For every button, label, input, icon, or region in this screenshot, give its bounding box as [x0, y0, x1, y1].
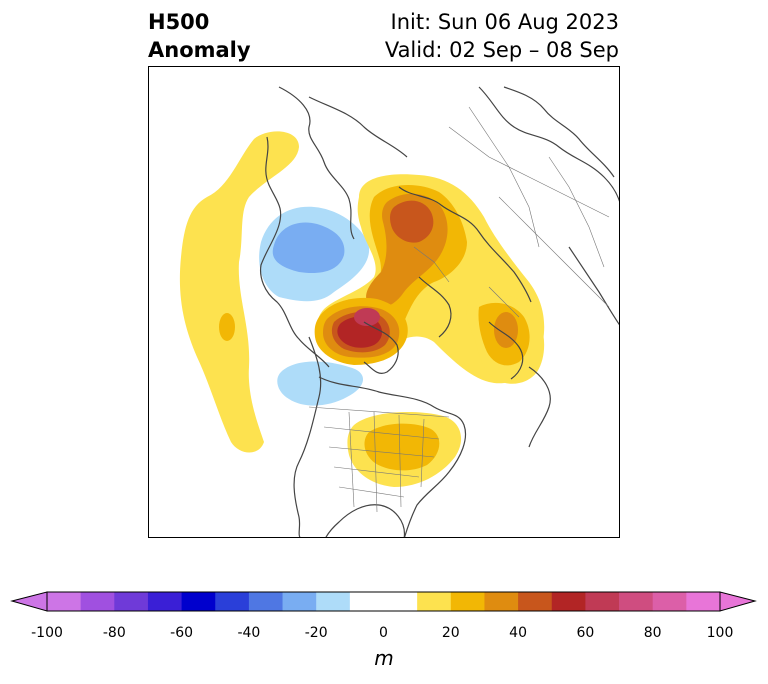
- colorbar-bin: [585, 592, 620, 611]
- colorbar-tick-label: -100: [31, 625, 63, 641]
- colorbar-bin: [450, 592, 485, 611]
- colorbar-tick-label: 60: [576, 625, 595, 641]
- colorbar-tick-label: -80: [102, 625, 126, 641]
- colorbar: [10, 591, 757, 612]
- colorbar-bin: [147, 592, 183, 611]
- colorbar-bin: [215, 592, 250, 611]
- colorbar-bin: [619, 592, 654, 611]
- colorbar-bin: [551, 592, 586, 611]
- map-dates: Init: Sun 06 Aug 2023 Valid: 02 Sep – 08…: [385, 8, 619, 64]
- colorbar-tick-label: 20: [441, 625, 460, 641]
- colorbar-tick-label: -60: [170, 625, 194, 641]
- colorbar-tick-label: 80: [643, 625, 662, 641]
- colorbar-tick-label: -20: [304, 625, 328, 641]
- title-type: Anomaly: [148, 38, 251, 62]
- colorbar-tick-label: 40: [509, 625, 527, 641]
- colorbar-bin: [114, 592, 149, 611]
- anomaly-pos-arctic-l4: [390, 200, 434, 243]
- anomaly-pos-pacific: [179, 131, 299, 453]
- colorbar-bin: [349, 592, 418, 611]
- colorbar-tick-label: 100: [706, 625, 734, 641]
- colorbar-bin: [484, 592, 519, 611]
- coastlines: [259, 86, 619, 537]
- colorbar-unit: m: [374, 646, 394, 670]
- anomaly-pos-canada-peak: [354, 308, 380, 326]
- colorbar-bins: [47, 592, 721, 611]
- anomaly-map: [179, 86, 619, 537]
- map-title: H500 Anomaly: [148, 8, 251, 64]
- colorbar-bin: [47, 592, 82, 611]
- colorbar-bin: [248, 592, 284, 611]
- colorbar-bin: [518, 592, 553, 611]
- anomaly-pos-europe-core: [494, 312, 518, 348]
- colorbar-bin: [686, 592, 721, 611]
- title-variable: H500: [148, 10, 210, 34]
- colorbar-tick-label: 0: [379, 625, 388, 641]
- colorbar-bin: [316, 592, 351, 611]
- colorbar-bin: [282, 592, 317, 611]
- init-date: Init: Sun 06 Aug 2023: [390, 10, 619, 34]
- colorbar-bin: [80, 592, 115, 611]
- political-boundaries: [308, 106, 610, 513]
- colorbar-bin: [417, 592, 452, 611]
- colorbar-tick-label: -40: [237, 625, 261, 641]
- anomaly-pos-pacific-core: [219, 313, 235, 341]
- anomaly-pos-us-core: [364, 423, 440, 471]
- colorbar-bin: [652, 592, 687, 611]
- colorbar-extend-low: [10, 591, 48, 612]
- map-panel: [148, 66, 620, 538]
- anomaly-neg-alaska-core: [272, 222, 345, 274]
- valid-range: Valid: 02 Sep – 08 Sep: [384, 38, 619, 62]
- colorbar-outline: [46, 591, 721, 612]
- colorbar-extend-high: [719, 591, 757, 612]
- colorbar-bin: [181, 592, 216, 611]
